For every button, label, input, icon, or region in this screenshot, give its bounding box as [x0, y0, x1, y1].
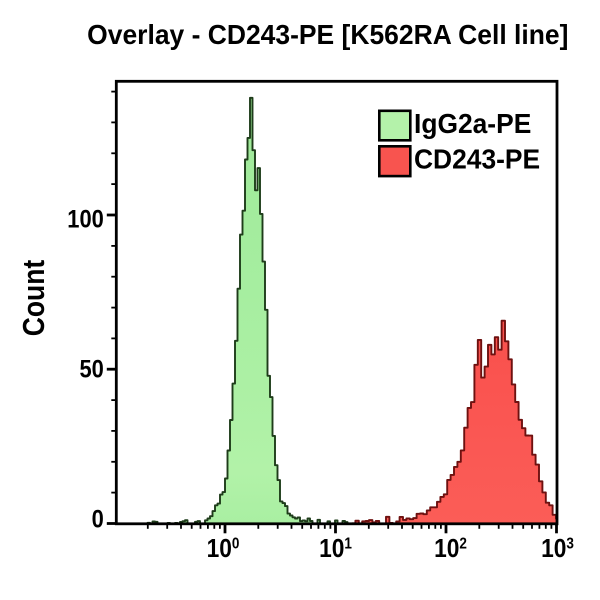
- svg-text:CD243-PE: CD243-PE: [414, 144, 540, 175]
- svg-text:Overlay - CD243-PE [K562RA Cel: Overlay - CD243-PE [K562RA Cell line]: [87, 18, 568, 50]
- svg-text:50: 50: [79, 355, 103, 383]
- svg-text:101: 101: [319, 535, 352, 564]
- svg-text:IgG2a-PE: IgG2a-PE: [414, 109, 531, 140]
- svg-text:Count: Count: [17, 259, 51, 336]
- svg-text:0: 0: [92, 505, 104, 533]
- svg-text:100: 100: [67, 205, 104, 233]
